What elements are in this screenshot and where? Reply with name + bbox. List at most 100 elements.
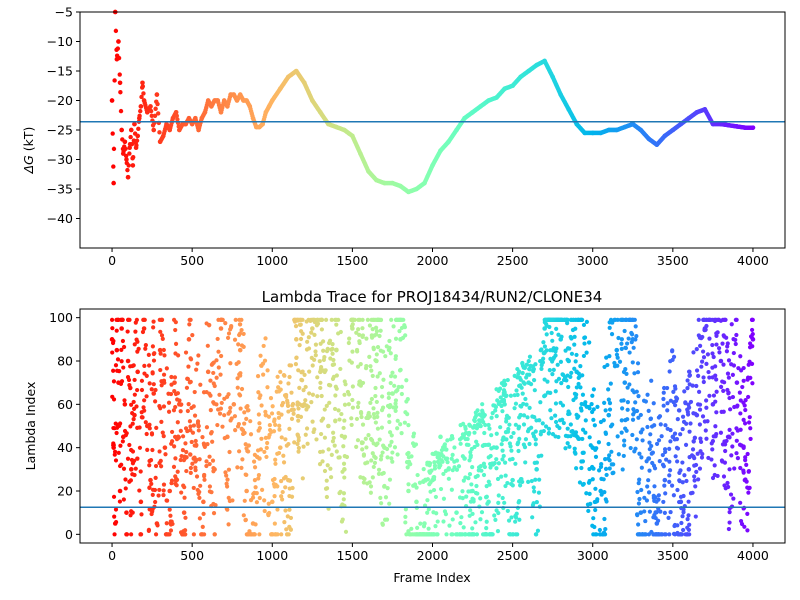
scatter-point xyxy=(555,362,560,367)
scatter-point xyxy=(346,402,351,407)
scatter-point xyxy=(140,329,146,335)
scatter-point xyxy=(306,346,312,351)
scatter-point xyxy=(725,480,730,486)
scatter-point xyxy=(609,331,615,337)
scatter-point xyxy=(256,390,261,395)
scatter-point xyxy=(634,437,639,442)
scatter-point xyxy=(387,338,392,344)
scatter-point xyxy=(657,458,662,464)
scatter-point xyxy=(133,329,138,334)
scatter-point xyxy=(695,402,701,407)
scatter-point xyxy=(722,483,727,488)
scatter-point xyxy=(426,526,431,531)
scatter-point xyxy=(526,358,531,364)
scatter-point xyxy=(153,499,158,505)
scatter-point xyxy=(357,332,362,337)
scatter-point xyxy=(685,525,690,530)
scatter-point xyxy=(523,396,528,402)
scatter-point xyxy=(741,417,746,422)
scatter-point xyxy=(644,498,650,503)
scatter-point xyxy=(567,444,572,449)
scatter-point xyxy=(332,406,338,412)
scatter-point xyxy=(542,344,548,349)
scatter-point xyxy=(319,418,324,423)
scatter-point xyxy=(293,317,298,322)
scatter-point xyxy=(287,426,292,431)
scatter-point xyxy=(228,327,233,332)
trace-point xyxy=(148,104,153,109)
scatter-point xyxy=(395,452,400,457)
scatter-point xyxy=(114,328,119,333)
scatter-point xyxy=(699,455,705,460)
scatter-point xyxy=(675,530,680,536)
scatter-point xyxy=(716,346,722,351)
scatter-point xyxy=(525,415,530,420)
scatter-point xyxy=(183,532,188,537)
scatter-point xyxy=(179,490,184,495)
scatter-point xyxy=(694,383,699,389)
scatter-point xyxy=(521,422,527,427)
scatter-point xyxy=(226,467,232,472)
scatter-point xyxy=(620,406,625,411)
scatter-point xyxy=(151,382,156,387)
scatter-point xyxy=(374,332,379,337)
scatter-point xyxy=(360,475,366,480)
scatter-point xyxy=(742,524,747,529)
scatter-point xyxy=(218,372,223,377)
scatter-point xyxy=(734,438,739,443)
scatter-point xyxy=(647,468,652,473)
scatter-point xyxy=(556,376,562,381)
scatter-point xyxy=(427,482,432,487)
scatter-point xyxy=(533,437,538,442)
trace-point xyxy=(149,113,154,119)
scatter-point xyxy=(529,478,534,484)
scatter-point xyxy=(135,387,140,393)
scatter-point xyxy=(706,455,711,461)
data-point xyxy=(414,499,419,505)
scatter-point xyxy=(668,439,673,444)
scatter-point xyxy=(527,441,532,447)
scatter-point xyxy=(186,364,191,369)
scatter-point xyxy=(667,479,672,484)
scatter-point xyxy=(659,532,664,537)
scatter-point xyxy=(512,406,517,411)
scatter-point xyxy=(273,422,278,427)
scatter-point xyxy=(380,349,386,354)
scatter-point xyxy=(721,409,726,414)
scatter-point xyxy=(631,345,636,350)
scatter-point xyxy=(256,412,261,417)
scatter-point xyxy=(517,424,522,429)
scatter-point xyxy=(520,391,525,396)
scatter-point xyxy=(207,323,212,328)
scatter-point xyxy=(607,401,613,406)
scatter-point xyxy=(189,439,194,445)
scatter-point xyxy=(123,486,128,491)
scatter-point xyxy=(530,414,535,419)
scatter-point xyxy=(462,532,467,537)
scatter-point xyxy=(580,482,586,487)
scatter-point xyxy=(638,412,643,418)
scatter-point xyxy=(513,422,518,427)
scatter-point xyxy=(520,360,525,366)
scatter-point xyxy=(162,353,167,358)
scatter-point xyxy=(150,487,156,492)
scatter-point xyxy=(260,361,266,366)
scatter-point xyxy=(268,396,274,401)
scatter-point xyxy=(343,382,348,387)
scatter-point xyxy=(581,322,587,328)
scatter-point xyxy=(318,380,323,385)
data-point xyxy=(406,488,411,494)
scatter-point xyxy=(373,358,378,363)
scatter-point xyxy=(668,509,673,515)
scatter-point xyxy=(339,411,344,417)
scatter-point xyxy=(321,357,326,363)
scatter-point xyxy=(662,385,667,391)
scatter-point xyxy=(685,412,691,417)
scatter-point xyxy=(113,507,119,512)
scatter-point xyxy=(134,337,139,342)
scatter-point xyxy=(606,397,611,402)
scatter-point xyxy=(603,466,609,472)
scatter-point xyxy=(569,429,574,434)
scatter-point xyxy=(484,484,489,489)
scatter-point xyxy=(393,336,399,341)
